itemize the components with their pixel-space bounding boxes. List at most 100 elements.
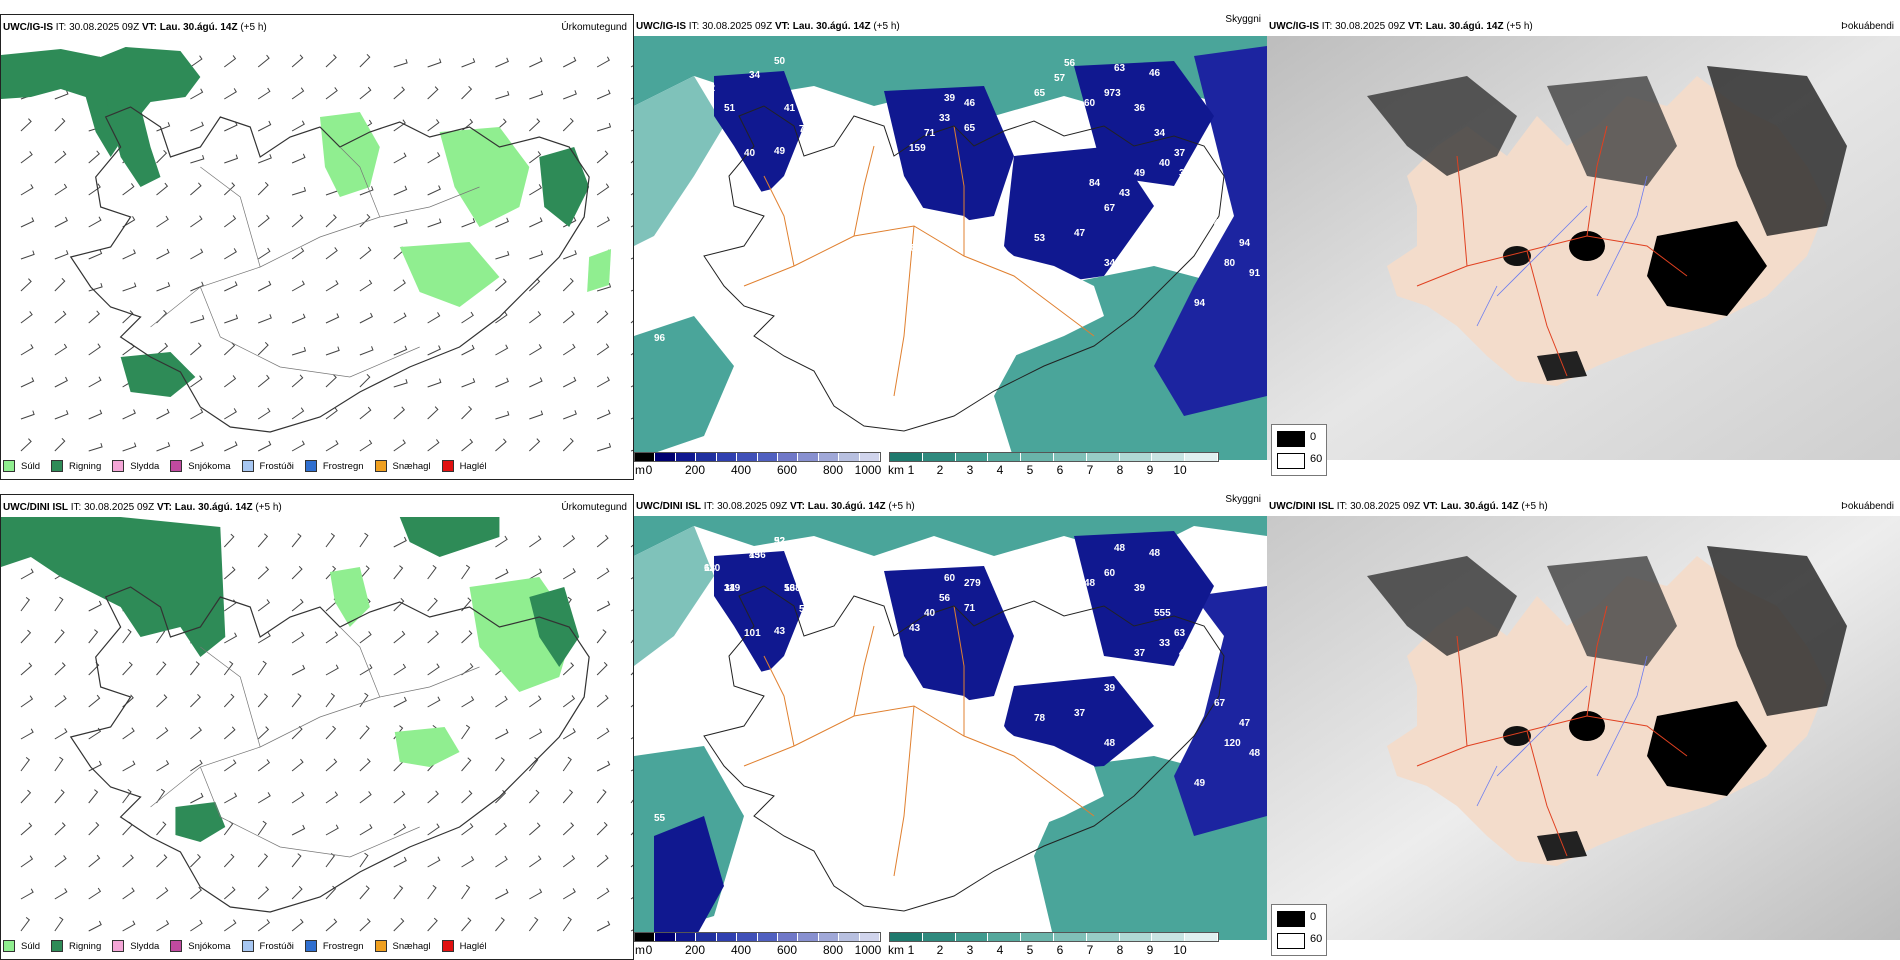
cloud-base-value: 71 [924, 128, 936, 139]
wind-barb [291, 374, 304, 388]
colorbar-m-bar [634, 452, 881, 462]
wind-barb [291, 791, 305, 804]
wind-barb [562, 822, 575, 836]
wind-barb [257, 214, 270, 228]
wind-barb [495, 217, 509, 228]
wind-barb [291, 87, 305, 100]
roads [150, 626, 480, 858]
wind-barb [630, 289, 633, 292]
cloud-base-value: 34 [1154, 128, 1166, 139]
wind-barb [291, 407, 305, 420]
colorbar-km-unit: km [888, 943, 904, 957]
cloud-base-value: 41 [784, 103, 796, 114]
coastline [703, 585, 1225, 912]
wind-barb [325, 440, 339, 452]
legend-label: Súld [21, 460, 41, 472]
colorbar-cell [988, 933, 1022, 941]
wind-barb [156, 727, 169, 740]
wind-barb [54, 695, 67, 708]
rain-area-northwest [1, 517, 226, 657]
wind-barb [257, 341, 269, 356]
colorbar-cell [716, 453, 738, 461]
wind-barb [325, 758, 338, 772]
wind-barb [88, 629, 99, 644]
wind-barb [190, 853, 201, 868]
wind-barb [257, 726, 270, 740]
wind-barb [325, 407, 338, 420]
wind-barb [529, 535, 542, 548]
cloud-base-value: 37 [1134, 648, 1146, 659]
legend-label: Snæhagl [392, 460, 431, 472]
fog-key-swatch-0 [1277, 911, 1305, 927]
cloud-base-value: 42 [1044, 268, 1056, 279]
cloud-base-value: 84 [1089, 178, 1101, 189]
precip-type-panel-bottom: UWC/DINI ISL IT: 30.08.2025 09Z VT: Lau.… [0, 494, 634, 960]
cloud-base-value: 37 [1074, 708, 1086, 719]
wind-barb [325, 791, 339, 804]
wind-barb [393, 279, 406, 292]
wind-barb [223, 55, 237, 68]
tick-label: 600 [776, 463, 798, 477]
wind-barb [20, 855, 34, 868]
wind-barb [88, 821, 100, 836]
wind-barb [427, 885, 437, 900]
cloud-base-value: 48 [1084, 578, 1096, 589]
model-name: UWC/IG-IS [636, 21, 686, 32]
wind-barb [596, 183, 610, 196]
wind-barb [596, 789, 607, 804]
wind-barb [156, 442, 171, 452]
wind-barb [393, 536, 407, 548]
wind-barb [630, 929, 633, 932]
fog-dark-north [1547, 76, 1677, 186]
wind-barb [190, 248, 204, 260]
wind-barb [359, 664, 373, 676]
wind-barb [88, 920, 102, 932]
roads-orange [743, 605, 1095, 877]
wind-barb [54, 250, 69, 260]
wind-barb [88, 789, 99, 804]
colorbar-cell [635, 933, 656, 941]
cloud-base-value: 52 [799, 604, 811, 615]
fog-key-swatch-60 [1277, 933, 1305, 949]
wind-barb [54, 117, 66, 132]
wind-barb [54, 916, 64, 932]
legend-item-snjokoma: Snjókoma [170, 460, 231, 472]
wind-barb [427, 345, 441, 356]
tick-label: 1000 [854, 943, 882, 957]
wind-barb [88, 310, 100, 324]
colorbar-cell [798, 933, 819, 941]
wind-barb [427, 439, 440, 452]
legend-swatch [3, 460, 15, 472]
wind-barb [495, 535, 508, 548]
colorbar-cell [1152, 933, 1186, 941]
legend-swatch [112, 460, 125, 472]
wind-barb [461, 823, 474, 836]
wind-barb [258, 314, 272, 324]
wind-barb [156, 661, 167, 676]
wind-barb [596, 122, 612, 132]
wind-barb [54, 437, 66, 452]
wind-barb [122, 661, 133, 676]
wind-barb [528, 118, 541, 132]
colorbar-cell [1119, 933, 1153, 941]
wind-barb [630, 609, 633, 612]
legend-item-slydda: Slydda [112, 460, 159, 472]
cloud-base-value: 49 [1134, 168, 1146, 179]
wind-barb [596, 887, 610, 900]
wind-barb [393, 696, 407, 708]
wind-barb [122, 760, 136, 772]
tick-label: 600 [776, 943, 798, 957]
wind-barb [88, 600, 102, 612]
wind-barb [325, 313, 340, 324]
tick-label: 200 [684, 463, 706, 477]
cloud-base-value: 119 [724, 583, 741, 594]
cloud-base-value: 120 [1224, 738, 1241, 749]
wind-barb [562, 855, 576, 868]
wind-barb [630, 352, 633, 356]
wind-barb [596, 727, 610, 740]
wind-barb [461, 405, 473, 420]
teal-visibility-southwest [634, 316, 734, 460]
cloud-base-value: 61 [1034, 568, 1046, 579]
wind-barb [325, 565, 337, 580]
